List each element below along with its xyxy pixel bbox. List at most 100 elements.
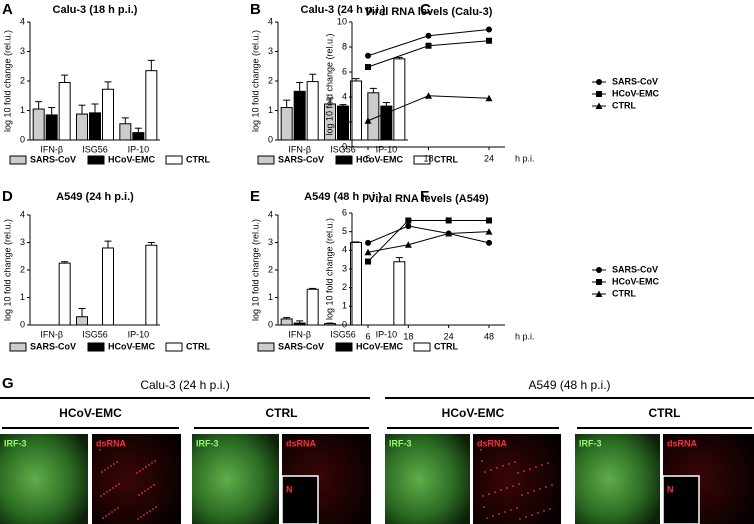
micrograph [92, 434, 181, 524]
x-tick-label: 24 [444, 331, 454, 341]
x-tick-label: 24 [484, 153, 494, 163]
micrograph [575, 434, 660, 524]
y-axis-label: log 10 fold change (rel.u.) [324, 33, 334, 135]
speckle [110, 465, 112, 467]
speckle [490, 469, 492, 471]
legend-label: CTRL [612, 288, 636, 298]
speckle [100, 495, 102, 497]
speckle [529, 468, 531, 470]
y-axis-label: log 10 fold change (rel.u.) [250, 219, 260, 321]
bar [76, 113, 88, 141]
marker [364, 117, 372, 124]
line [367, 231, 490, 253]
speckle [106, 491, 108, 493]
legend-swatch [87, 342, 105, 352]
speckle [115, 485, 117, 487]
inset [281, 475, 319, 524]
speckle [113, 463, 115, 465]
speckle [102, 517, 104, 519]
condition-title: HCoV-EMC [442, 406, 505, 420]
bar [350, 80, 362, 141]
chart-title: Viral RNA levels (A549) [368, 193, 489, 205]
y-tick-label: 4 [268, 209, 273, 219]
bar [132, 132, 145, 141]
bar [58, 81, 71, 141]
speckle [549, 508, 551, 510]
channel-label: dsRNA [286, 438, 317, 448]
chart-title: Viral RNA levels (Calu-3) [365, 6, 493, 18]
inset [662, 475, 700, 524]
channel-label: IRF-3 [4, 438, 27, 448]
speckle [144, 490, 146, 492]
bar [280, 318, 293, 326]
group-title: A549 (48 h p.i.) [528, 378, 610, 392]
bar [119, 123, 132, 141]
speckle [525, 516, 527, 518]
channel-label: dsRNA [667, 438, 698, 448]
speckle [145, 466, 147, 468]
bar [102, 247, 114, 326]
channel-label: dsRNA [477, 438, 508, 448]
legend-swatch [165, 155, 183, 165]
y-tick-label: 1 [20, 105, 25, 115]
legend-label: SARS-CoV [278, 154, 324, 164]
speckle [103, 493, 105, 495]
y-axis-label: log 10 fold change (rel.u.) [324, 218, 334, 320]
speckle [108, 513, 110, 515]
speckle [146, 512, 148, 514]
speckle [514, 461, 516, 463]
speckle [531, 514, 533, 516]
speckle [492, 515, 494, 517]
speckle [510, 509, 512, 511]
legend-swatch [335, 342, 353, 352]
speckle [107, 467, 109, 469]
legend-label: CTRL [186, 154, 210, 164]
marker [425, 32, 432, 39]
x-tick-label: 18 [403, 331, 413, 341]
marker [405, 223, 412, 230]
speckle [117, 507, 119, 509]
panel-letter: C [420, 1, 431, 18]
y-tick-label: 3 [20, 46, 25, 56]
y-tick-label: 4 [20, 16, 25, 26]
speckle [151, 462, 153, 464]
y-tick-label: 3 [268, 46, 273, 56]
y-tick-label: 6 [342, 66, 347, 76]
y-tick-label: 0 [20, 134, 25, 144]
chart-title: A549 (48 h p.i.) [304, 191, 382, 203]
bar [102, 88, 114, 141]
bar [45, 114, 58, 141]
speckle [153, 484, 155, 486]
speckle [147, 488, 149, 490]
legend-label: SARS-CoV [612, 264, 658, 274]
y-tick-label: 4 [20, 209, 25, 219]
legend-label: HCoV-EMC [612, 88, 660, 98]
speckle [480, 449, 482, 451]
x-tick-label: IP-10 [128, 329, 150, 339]
bar [337, 105, 349, 141]
bar [89, 112, 101, 141]
speckle [545, 486, 547, 488]
speckle [541, 464, 543, 466]
legend-label: SARS-CoV [612, 76, 658, 86]
line [367, 225, 490, 244]
x-axis-label: h p.i. [515, 153, 535, 163]
speckle [101, 471, 103, 473]
marker [404, 241, 412, 248]
bar [306, 81, 319, 141]
marker [425, 42, 432, 49]
marker [596, 279, 602, 285]
speckle [105, 515, 107, 517]
legend-swatch [257, 342, 275, 352]
speckle [148, 464, 150, 466]
y-tick-label: 3 [268, 237, 273, 247]
micrograph [0, 434, 88, 524]
channel-label: IRF-3 [389, 438, 412, 448]
legend-label: HCoV-EMC [108, 341, 156, 351]
line [367, 219, 489, 262]
speckle [539, 488, 541, 490]
speckle [551, 484, 553, 486]
marker [596, 91, 602, 97]
y-tick-label: 10 [337, 16, 347, 26]
